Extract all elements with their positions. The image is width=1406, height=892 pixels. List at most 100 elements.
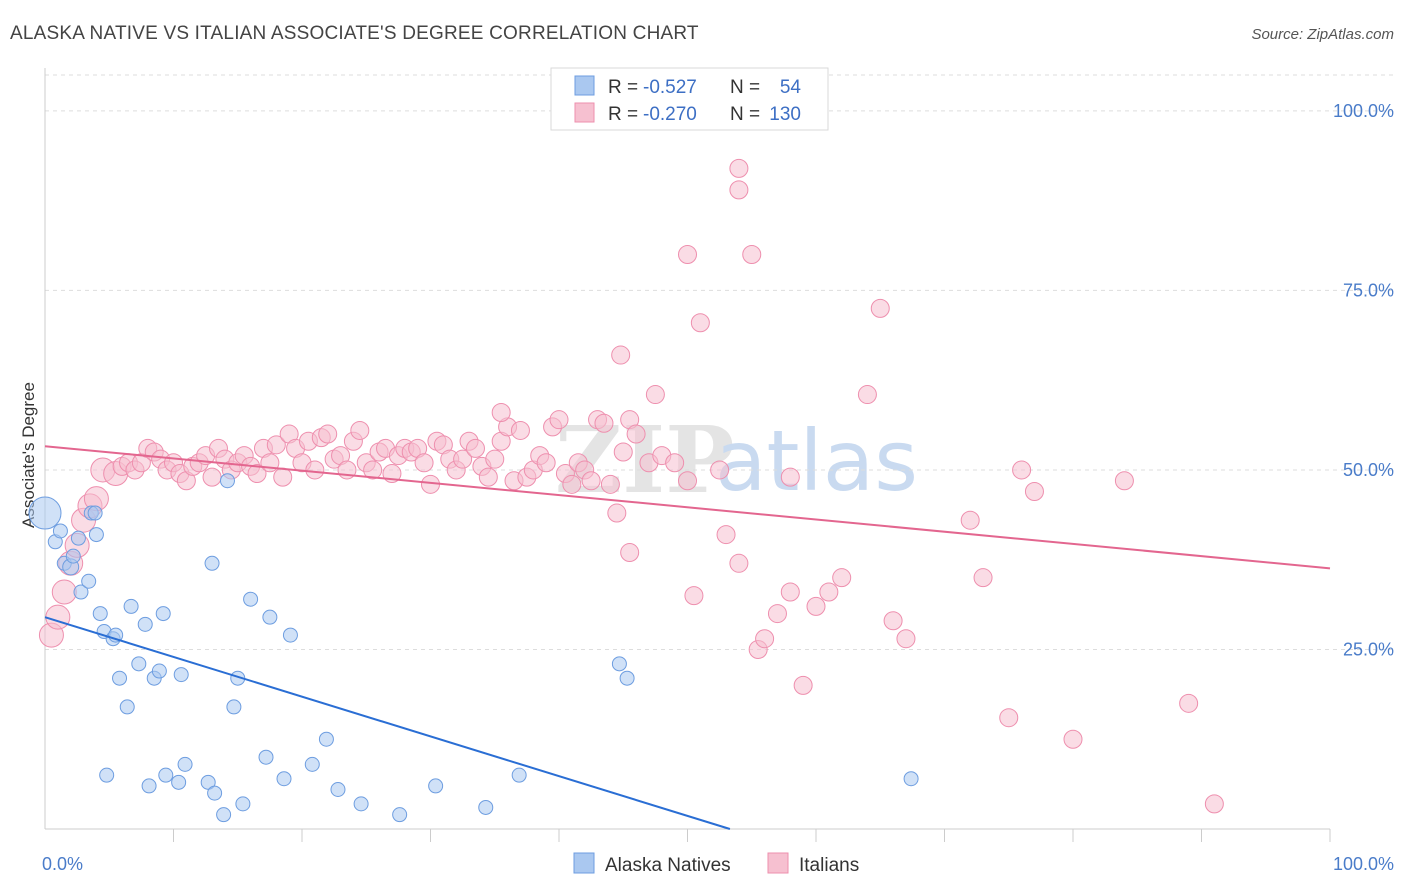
gridlines xyxy=(45,74,1394,650)
point-italians-105 xyxy=(611,345,631,365)
point-italians-113 xyxy=(742,245,762,265)
point-alaska-45 xyxy=(392,807,408,823)
correlation-legend: R = -0.527 N = 54 R = -0.270 N = 130 xyxy=(550,67,829,131)
bottom-legend-swatch-italians xyxy=(767,852,789,874)
point-italians-57 xyxy=(414,453,434,473)
point-italians-65 xyxy=(465,438,485,458)
point-italians-80 xyxy=(562,474,582,494)
point-italians-111 xyxy=(690,313,710,333)
point-alaska-35 xyxy=(235,796,251,812)
point-alaska-8 xyxy=(87,505,103,521)
point-alaska-0 xyxy=(28,496,62,530)
point-alaska-44 xyxy=(353,796,369,812)
point-italians-97 xyxy=(716,525,736,545)
point-alaska-19 xyxy=(137,616,153,632)
chart-title: ALASKA NATIVE VS ITALIAN ASSOCIATE'S DEG… xyxy=(10,23,699,44)
chart-source: Source: ZipAtlas.com xyxy=(1251,26,1394,43)
point-italians-119 xyxy=(896,629,916,649)
point-italians-85 xyxy=(594,413,614,433)
legend-r-value-2: -0.270 xyxy=(643,104,697,125)
watermark-atlas: atlas xyxy=(715,412,918,510)
point-alaska-6 xyxy=(81,573,97,589)
bottom-legend-label-italians: Italians xyxy=(799,855,859,876)
legend-n-value-1: 54 xyxy=(780,77,802,98)
point-alaska-53 xyxy=(52,523,68,539)
point-italians-103 xyxy=(645,385,665,405)
point-italians-110 xyxy=(870,298,890,318)
legend-n-label-1: N = xyxy=(730,77,760,98)
point-italians-100 xyxy=(755,629,775,649)
point-alaska-29 xyxy=(207,785,223,801)
point-alaska-42 xyxy=(318,731,334,747)
point-alaska-14 xyxy=(99,767,115,783)
bottom-legend-label-alaska: Alaska Natives xyxy=(605,855,731,876)
point-alaska-52 xyxy=(70,530,86,546)
y-tick-label-3: 100.0% xyxy=(1333,101,1394,121)
point-italians-94 xyxy=(678,471,697,491)
point-alaska-26 xyxy=(173,667,189,683)
point-italians-123 xyxy=(1012,460,1032,480)
point-alaska-17 xyxy=(123,598,139,614)
point-italians-47 xyxy=(350,420,370,440)
y-tick-label-0: 25.0% xyxy=(1343,639,1394,659)
point-italians-90 xyxy=(626,424,646,444)
point-alaska-18 xyxy=(131,656,147,672)
point-alaska-40 xyxy=(282,627,298,643)
point-italians-101 xyxy=(767,604,787,624)
point-alaska-46 xyxy=(428,778,444,794)
point-alaska-37 xyxy=(258,749,274,765)
point-alaska-31 xyxy=(219,473,235,489)
legend-r-label-1: R = xyxy=(608,77,638,98)
point-alaska-27 xyxy=(177,756,193,772)
y-tick-label-1: 50.0% xyxy=(1343,460,1394,480)
point-italians-35 xyxy=(273,467,293,487)
point-italians-102 xyxy=(780,582,800,602)
y-tick-label-2: 75.0% xyxy=(1343,280,1394,300)
point-alaska-15 xyxy=(112,670,128,686)
point-alaska-20 xyxy=(141,778,157,794)
point-italians-126 xyxy=(1114,471,1134,491)
series-alaska-natives xyxy=(28,473,919,823)
legend-n-value-2: 130 xyxy=(769,104,801,125)
point-alaska-16 xyxy=(119,699,135,715)
legend-swatch-italians xyxy=(574,102,595,123)
point-italians-115 xyxy=(729,158,749,178)
point-italians-72 xyxy=(510,420,530,440)
point-alaska-51 xyxy=(903,771,919,787)
point-alaska-24 xyxy=(158,767,174,783)
point-italians-83 xyxy=(581,471,601,491)
point-alaska-36 xyxy=(243,591,259,607)
point-alaska-47 xyxy=(478,799,494,815)
point-italians-87 xyxy=(607,503,627,523)
point-alaska-5 xyxy=(73,584,89,600)
point-italians-49 xyxy=(363,460,383,480)
point-alaska-32 xyxy=(226,699,242,715)
point-italians-112 xyxy=(678,245,697,265)
point-alaska-39 xyxy=(276,771,292,787)
point-alaska-38 xyxy=(262,609,278,625)
point-italians-42 xyxy=(318,424,338,444)
point-italians-40 xyxy=(305,460,325,480)
point-alaska-41 xyxy=(304,756,320,772)
point-italians-2 xyxy=(51,579,77,605)
point-alaska-25 xyxy=(171,774,187,790)
point-italians-104 xyxy=(620,543,640,563)
point-italians-124 xyxy=(1024,481,1044,501)
point-italians-107 xyxy=(819,582,839,602)
point-alaska-49 xyxy=(611,656,627,672)
point-italians-96 xyxy=(710,460,730,480)
point-italians-67 xyxy=(478,467,498,487)
point-italians-86 xyxy=(600,474,620,494)
trend-lines xyxy=(44,445,1331,830)
point-alaska-9 xyxy=(88,527,104,543)
point-italians-129 xyxy=(684,586,704,606)
y-tick-labels: 25.0% 50.0% 75.0% 100.0% xyxy=(1333,101,1394,660)
y-axis-label: Associate's Degree xyxy=(19,382,38,528)
point-italians-128 xyxy=(1204,794,1224,814)
trendline-alaska-natives xyxy=(44,616,731,830)
legend-n-label-2: N = xyxy=(730,104,760,125)
point-italians-118 xyxy=(883,611,903,631)
trendline-italians xyxy=(44,445,1331,570)
x-tick-label-min: 0.0% xyxy=(42,854,83,874)
